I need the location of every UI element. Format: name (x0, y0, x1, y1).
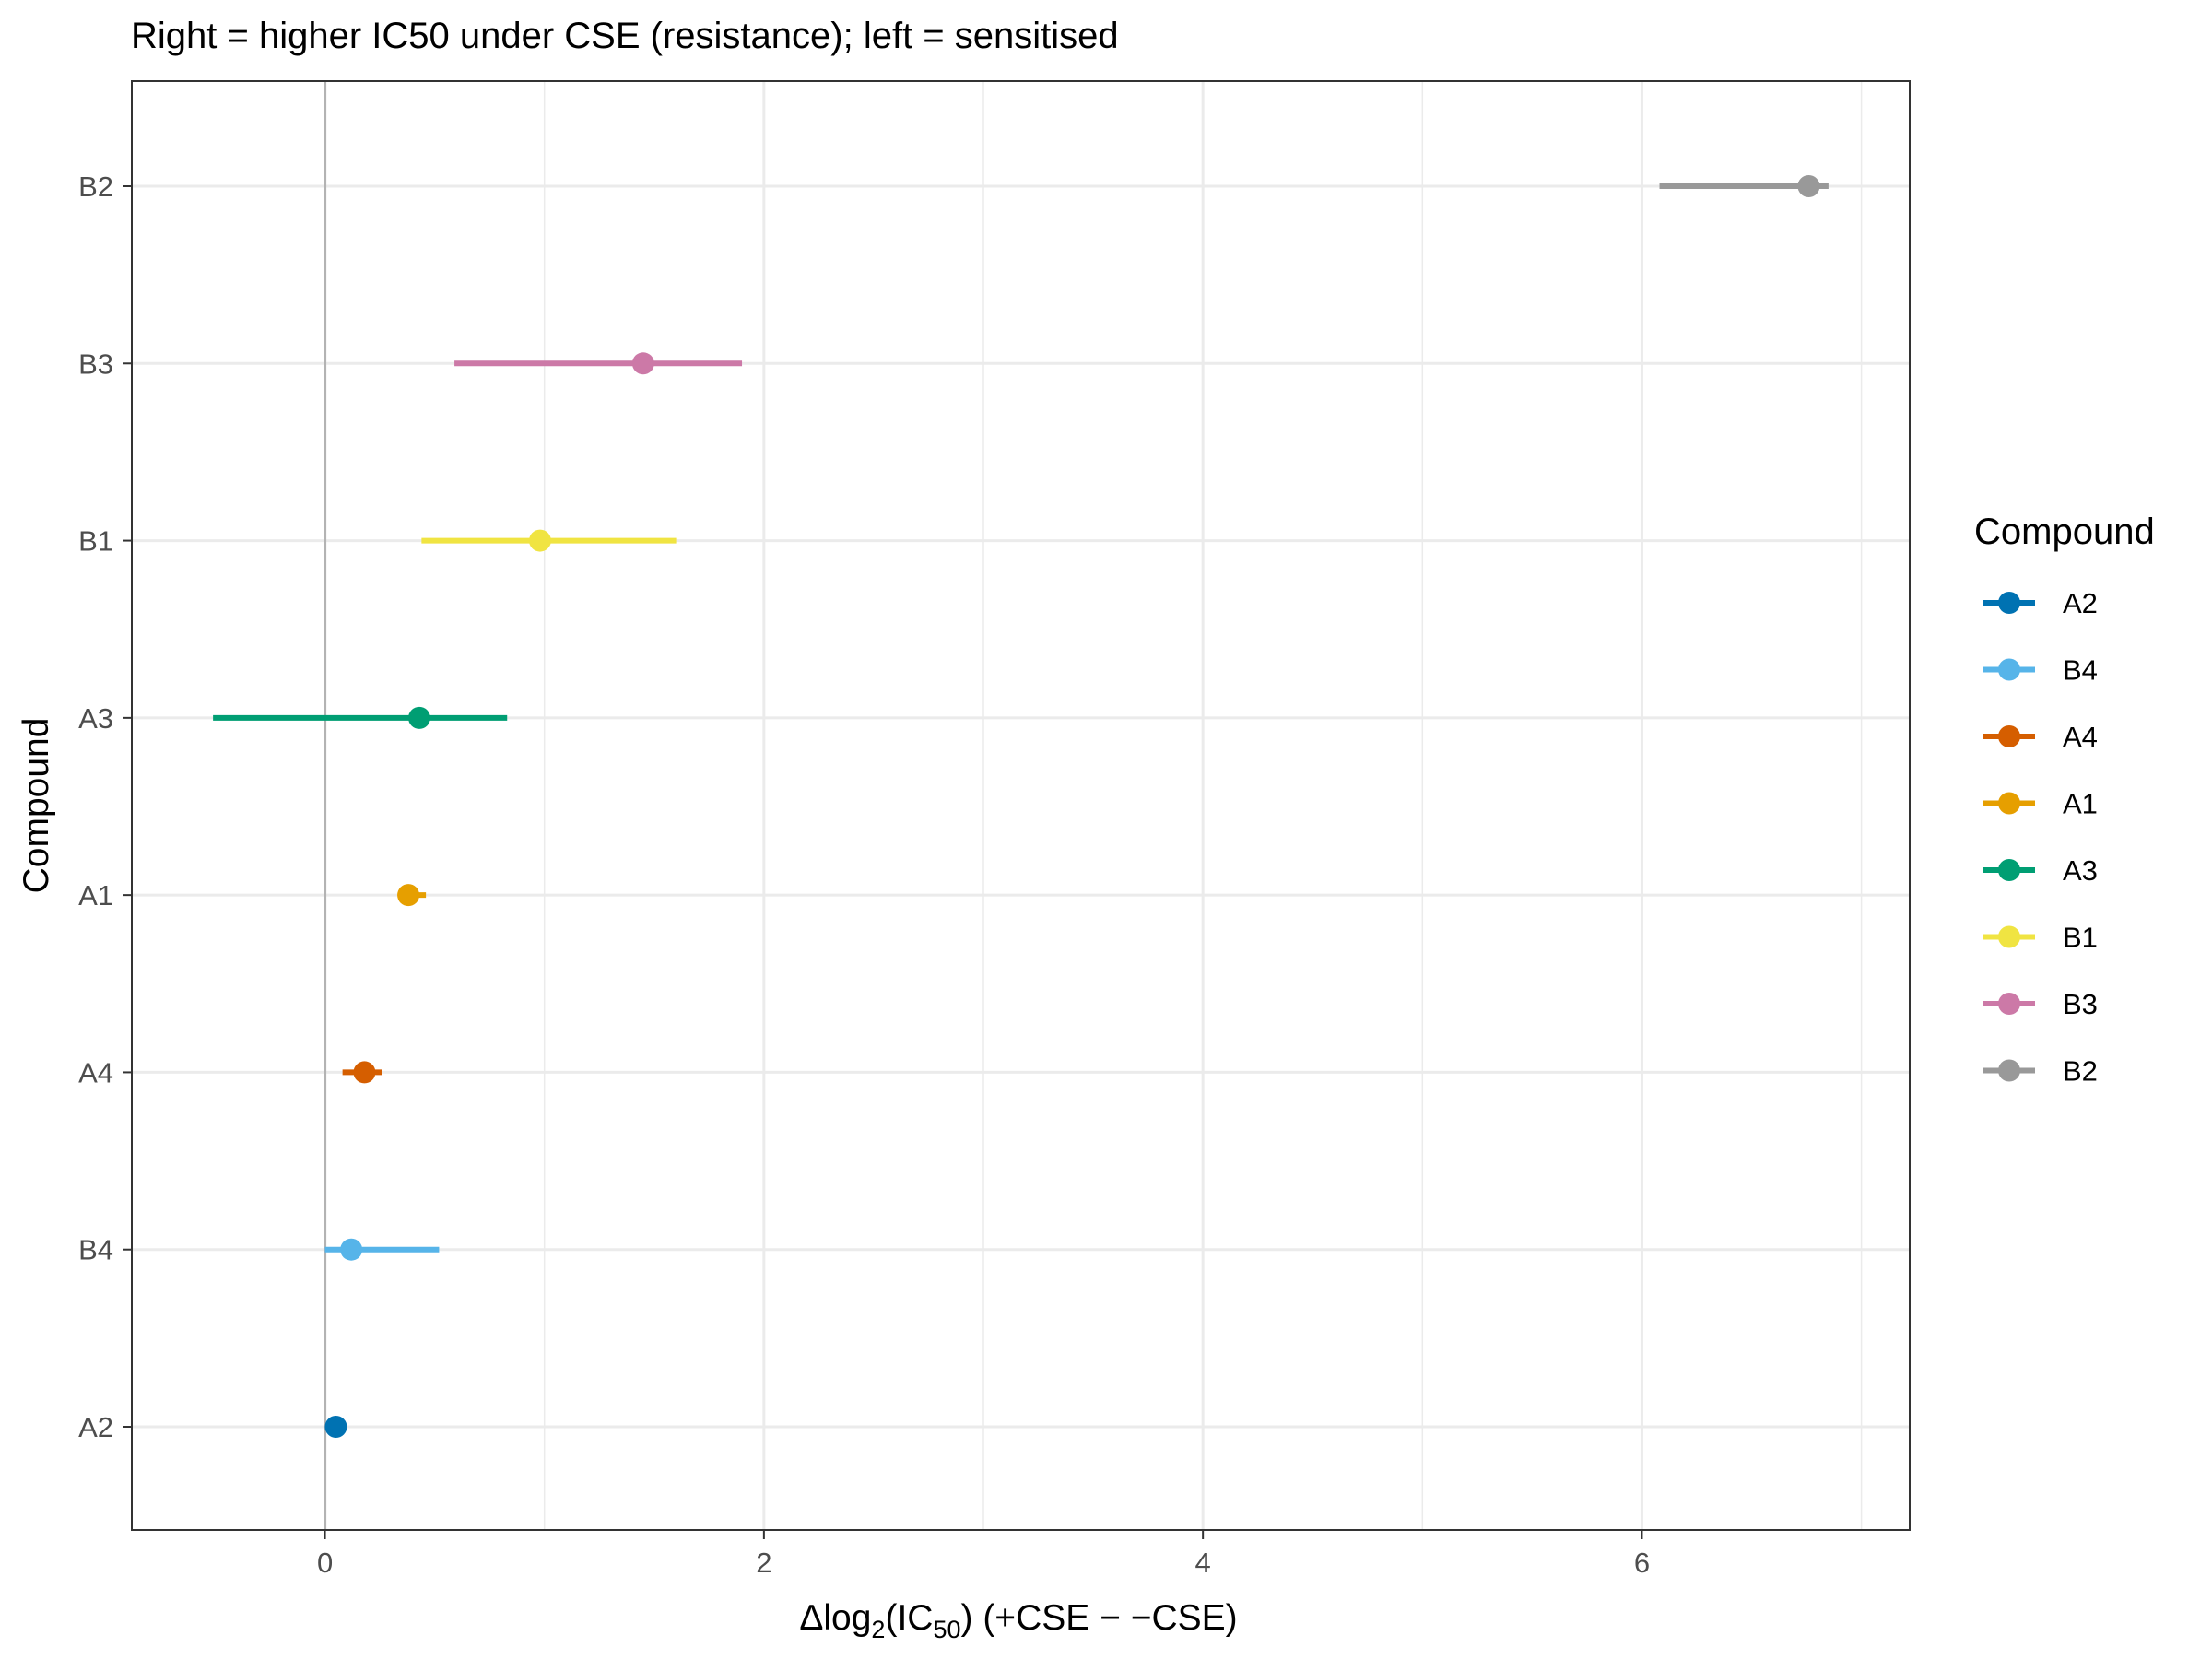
x-tick-label: 0 (317, 1547, 333, 1579)
legend-label-b4: B4 (2063, 654, 2098, 687)
y-tick-label: B3 (78, 347, 113, 380)
x-tick-label: 4 (1195, 1547, 1211, 1579)
legend-key-point-a1 (1998, 792, 2020, 815)
x-tick-label: 2 (756, 1547, 771, 1579)
y-tick-label: B2 (78, 171, 113, 203)
x-tick-label: 6 (1634, 1547, 1650, 1579)
point-b2 (1797, 175, 1820, 197)
legend-label-a1: A1 (2063, 788, 2098, 820)
legend-label-a4: A4 (2063, 721, 2098, 753)
x-axis-title-sub2: 50 (933, 1616, 960, 1643)
legend-key-point-b3 (1998, 993, 2020, 1015)
point-a3 (407, 706, 430, 729)
legend-label-a3: A3 (2063, 854, 2098, 887)
y-tick-label: A1 (78, 879, 113, 912)
chart-subtitle: Right = higher IC50 under CSE (resistanc… (131, 16, 1119, 56)
legend: A2 B4 A4 A1 A3 B1 B3 B2 (1983, 587, 2098, 1088)
legend-label-b1: B1 (2063, 922, 2098, 954)
legend-label-b3: B3 (2063, 988, 2098, 1020)
y-tick-label: A2 (78, 1411, 113, 1443)
y-tick-label: B1 (78, 525, 113, 558)
point-b1 (528, 529, 551, 552)
y-axis-title: Compound (17, 718, 56, 894)
legend-key-point-a3 (1998, 859, 2020, 881)
y-tick-label: A4 (78, 1056, 113, 1088)
x-axis-title-sub1: 2 (871, 1616, 885, 1643)
legend-key-point-b1 (1998, 925, 2020, 948)
point-b3 (631, 352, 654, 375)
y-tick-label: A3 (78, 702, 113, 735)
point-b4 (340, 1238, 363, 1261)
legend-key-point-b4 (1998, 658, 2020, 681)
x-axis-title: Δlog2(IC50) (+CSE − −CSE) (799, 1598, 1237, 1643)
point-a1 (397, 884, 420, 907)
legend-key-point-b2 (1998, 1059, 2020, 1082)
point-a2 (324, 1416, 347, 1438)
legend-title: Compound (1974, 512, 2155, 552)
x-axis: 0 2 4 6 (317, 1530, 1650, 1579)
y-tick-label: B4 (78, 1234, 113, 1266)
x-axis-title-prefix: Δlog (799, 1598, 871, 1638)
point-a4 (353, 1061, 376, 1084)
legend-key-point-a4 (1998, 725, 2020, 747)
legend-label-a2: A2 (2063, 587, 2098, 619)
x-axis-title-mid: (IC (885, 1598, 933, 1638)
legend-key-point-a2 (1998, 592, 2020, 614)
data-layer (213, 175, 1829, 1438)
x-axis-title-suffix: ) (+CSE − −CSE) (961, 1598, 1238, 1638)
plot-panel-border (131, 80, 1911, 1531)
legend-label-b2: B2 (2063, 1055, 2098, 1088)
y-axis: A2 B4 A4 A1 A3 B1 B3 B2 (78, 171, 132, 1443)
grid-layer (132, 81, 1910, 1530)
